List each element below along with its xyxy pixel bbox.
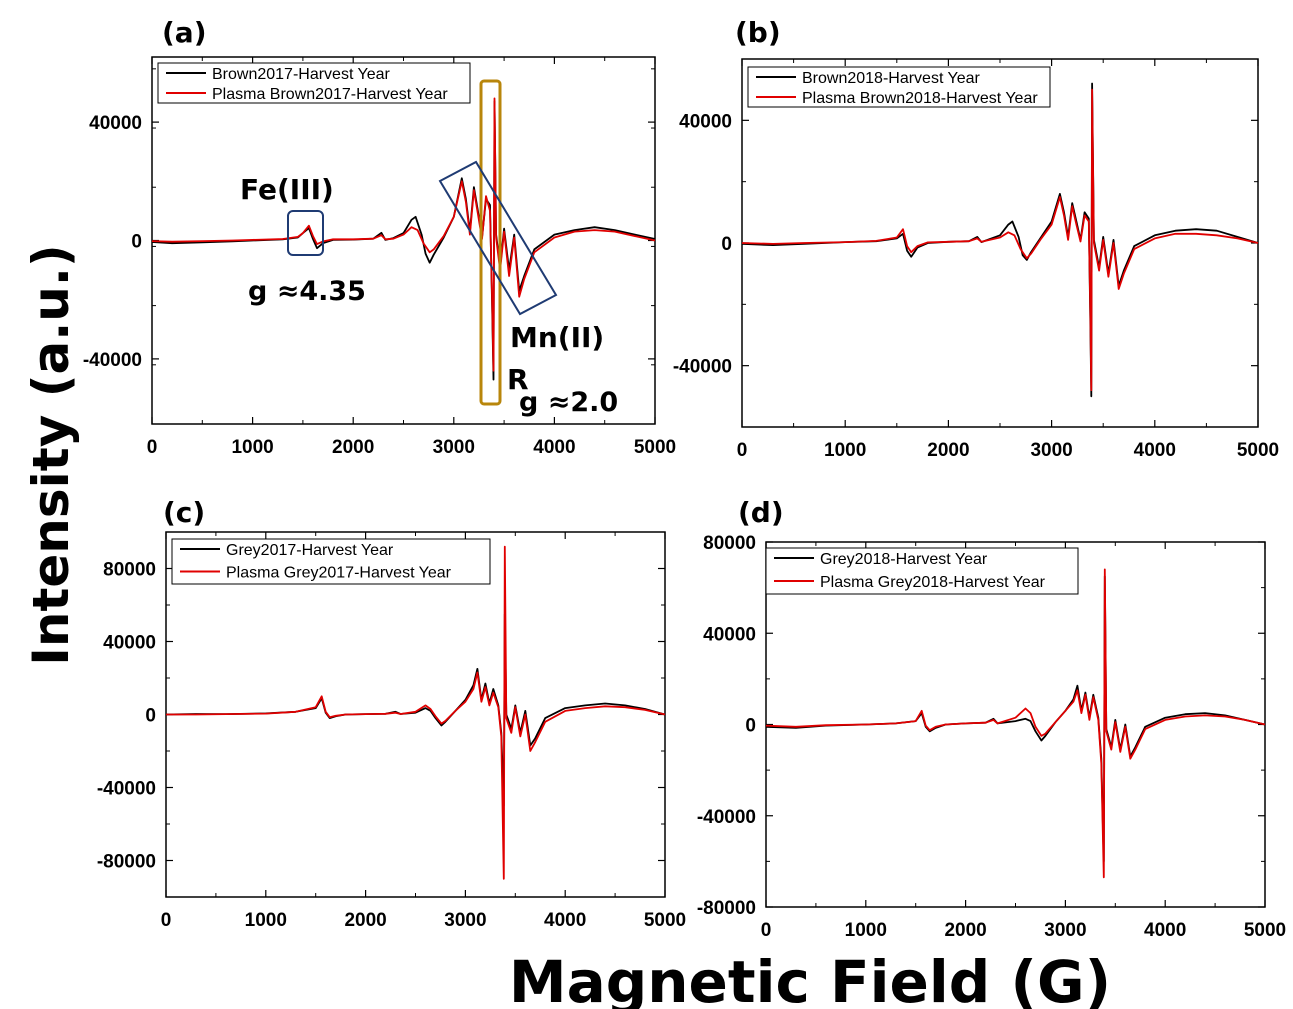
x-tick-label: 0 [737,440,748,461]
panels-layer: (a)0 1000 2000 3000 4000 5000-40000040000Brow… [83,16,1286,941]
y-tick-label: -80000 [97,852,156,873]
x-tick-label: 5000 [1244,920,1286,941]
mn-ii-highlight-box [438,160,558,316]
y-tick-label: 0 [721,234,732,255]
y-tick-label: 40000 [103,633,156,654]
x-tick-label: 3000 [1030,440,1072,461]
x-tick-label: 0 [761,920,772,941]
x-tick-label: 3000 [433,437,475,458]
legend-label: Plasma Brown2018-Harvest Year [802,90,1038,107]
legend-label: Grey2017-Harvest Year [226,542,394,559]
x-tick-label: 4000 [1144,920,1186,941]
x-tick-label: 0 [147,437,158,458]
series-line-plasma [741,88,1259,392]
legend-box [765,547,1079,595]
x-tick-label: 3000 [1044,920,1086,941]
y-tick-label: -40000 [97,779,156,800]
x-tick-label: 2000 [332,437,374,458]
legend-label: Plasma Grey2018-Harvest Year [820,574,1046,591]
fe-iii-label: Fe(III) [240,173,334,206]
y-tick-label: 0 [745,716,756,737]
series-line-sample [765,575,1266,863]
panel-label: (a) [162,16,207,49]
x-tick-label: 2000 [344,910,386,931]
series-line-plasma [166,545,666,880]
y-tick-label: 40000 [679,111,732,132]
x-tick-label: 4000 [533,437,575,458]
x-tick-label: 4000 [544,910,586,931]
radical-highlight-box [479,79,502,406]
panel-1: (a) 0 1000 2000 3000 4000 5000 -40000 0 40000 Brow… [83,16,676,458]
legend-label: Plasma Brown2017-Harvest Year [212,86,448,103]
x-tick-label: 1000 [231,437,273,458]
panel-3: (c) 0 1000 2000 3000 4000 5000 -80000 -40000 0 400… [97,496,686,931]
series-line-plasma [151,97,656,372]
panel-label: (b) [735,16,781,49]
legend-box [171,538,491,585]
y-tick-label: 80000 [703,533,756,554]
radical-r-label: R [507,363,529,396]
x-tick-label: 5000 [1237,440,1279,461]
x-tick-label: 2000 [944,920,986,941]
g-2-0-label: g ≈2.0 [519,387,618,418]
panel-a-annotations: Fe(III) g ≈4.35 Mn(II) R g ≈2.0 [240,79,618,418]
series-line-plasma [765,568,1266,879]
x-tick-label: 3000 [444,910,486,931]
legend-label: Brown2018-Harvest Year [802,70,981,87]
x-axis-title: Magnetic Field (G) [509,948,1111,1009]
series-line-sample [741,82,1259,398]
legend-label: Plasma Grey2017-Harvest Year [226,565,452,582]
g-4-35-label: g ≈4.35 [248,276,366,307]
legend-box [747,66,1051,108]
legend-label: Brown2017-Harvest Year [212,66,391,83]
y-tick-label: 0 [145,706,156,727]
y-axis-title: Intensity (a.u.) [22,244,80,665]
fe-iii-highlight-box [287,210,324,256]
y-tick-label: 40000 [703,624,756,645]
x-tick-label: 1000 [845,920,887,941]
panel-label: (d) [738,496,784,529]
x-tick-label: 4000 [1134,440,1176,461]
y-tick-label: -40000 [697,807,756,828]
panel-2: (b) 0 1000 2000 3000 4000 5000 -40000 0 40000 Brow… [673,16,1279,461]
y-tick-label: -40000 [83,350,142,371]
mn-ii-label: Mn(II) [510,321,604,354]
x-tick-label: 2000 [927,440,969,461]
x-tick-label: 1000 [245,910,287,931]
x-tick-label: 5000 [644,910,686,931]
panel-label: (c) [163,496,205,529]
y-tick-label: 0 [131,232,142,253]
legend-box [157,62,471,104]
y-tick-label: -40000 [673,357,732,378]
panel-4: (d) 0 1000 2000 3000 4000 5000 -80000 -40000 0 400… [697,496,1286,941]
series-line-sample [165,613,666,807]
x-tick-label: 1000 [824,440,866,461]
y-tick-label: 80000 [103,560,156,581]
x-tick-label: 5000 [634,437,676,458]
y-tick-label: -80000 [697,898,756,919]
y-tick-label: 40000 [89,113,142,134]
x-tick-label: 0 [161,910,172,931]
legend-label: Grey2018-Harvest Year [820,551,988,568]
